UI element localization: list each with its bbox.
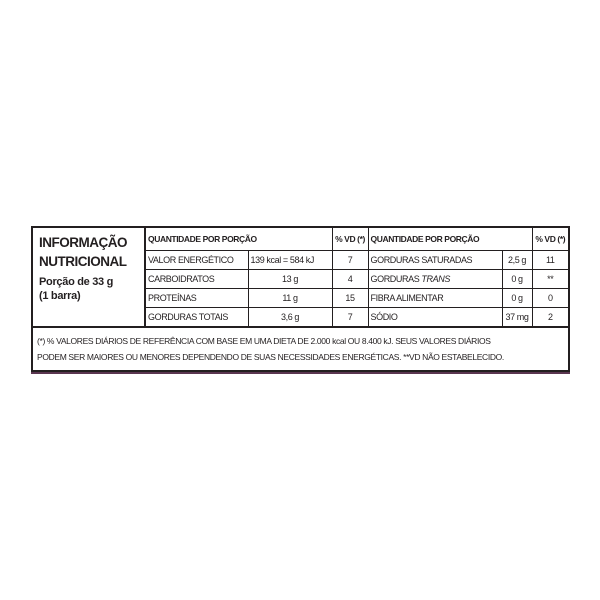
nutrient-vd: 7 xyxy=(331,307,369,326)
footnote-line-2: PODEM SER MAIORES OU MENORES DEPENDENDO … xyxy=(37,352,504,362)
nutrient-name: GORDURAS SATURADAS xyxy=(367,250,503,270)
nutrient-name: SÓDIO xyxy=(367,307,503,326)
portion-line-2: (1 barra) xyxy=(39,290,81,302)
nutrient-name: GORDURAS TOTAIS xyxy=(146,307,249,326)
nutrient-name: GORDURAS TRANS xyxy=(367,269,503,289)
nutrient-vd: 2 xyxy=(531,307,568,326)
title-line-2: NUTRICIONAL xyxy=(39,254,127,269)
nutrient-vd: 4 xyxy=(331,269,369,289)
table-row: VALOR ENERGÉTICO 139 kcal = 584 kJ 7 GOR… xyxy=(146,250,568,270)
nutrient-qty: 0 g xyxy=(501,288,533,308)
label-heading: INFORMAÇÃO NUTRICIONAL Porção de 33 g (1… xyxy=(33,228,146,326)
nutrient-vd: ** xyxy=(531,269,568,289)
nutrient-table: QUANTIDADE POR PORÇÃO % VD (*) QUANTIDAD… xyxy=(146,228,568,326)
table-row: PROTEÍNAS 11 g 15 FIBRA ALIMENTAR 0 g 0 xyxy=(146,288,568,308)
portion-line-1: Porção de 33 g xyxy=(39,276,114,288)
header-qty-right: QUANTIDADE POR PORÇÃO xyxy=(367,228,533,251)
header-vd-left: % VD (*) xyxy=(331,228,369,251)
header-qty-left: QUANTIDADE POR PORÇÃO xyxy=(146,228,333,251)
nutrient-name: VALOR ENERGÉTICO xyxy=(146,250,249,270)
nutrient-qty: 37 mg xyxy=(501,307,533,326)
nutrient-name: PROTEÍNAS xyxy=(146,288,249,308)
table-row: GORDURAS TOTAIS 3,6 g 7 SÓDIO 37 mg 2 xyxy=(146,307,568,326)
table-header-row: QUANTIDADE POR PORÇÃO % VD (*) QUANTIDAD… xyxy=(146,228,568,251)
table-row: CARBOIDRATOS 13 g 4 GORDURAS TRANS 0 g *… xyxy=(146,269,568,289)
nutrient-qty: 3,6 g xyxy=(247,307,333,326)
nutrient-vd: 7 xyxy=(331,250,369,270)
nutrient-vd: 11 xyxy=(531,250,568,270)
nutrient-qty: 2,5 g xyxy=(501,250,533,270)
nutrient-name: CARBOIDRATOS xyxy=(146,269,249,289)
footnote: (*) % VALORES DIÁRIOS DE REFERÊNCIA COM … xyxy=(33,326,568,370)
nutrient-name: FIBRA ALIMENTAR xyxy=(367,288,503,308)
nutrient-vd: 15 xyxy=(331,288,369,308)
footnote-line-1: (*) % VALORES DIÁRIOS DE REFERÊNCIA COM … xyxy=(37,336,491,346)
nutrient-qty: 13 g xyxy=(247,269,333,289)
nutrient-qty: 11 g xyxy=(247,288,333,308)
label-top: INFORMAÇÃO NUTRICIONAL Porção de 33 g (1… xyxy=(33,228,568,326)
nutrient-vd: 0 xyxy=(531,288,568,308)
nutrient-qty: 139 kcal = 584 kJ xyxy=(247,250,333,270)
nutrition-facts-label: INFORMAÇÃO NUTRICIONAL Porção de 33 g (1… xyxy=(31,226,570,372)
nutrient-qty: 0 g xyxy=(501,269,533,289)
title-line-1: INFORMAÇÃO xyxy=(39,235,128,250)
header-vd-right: % VD (*) xyxy=(531,228,568,251)
